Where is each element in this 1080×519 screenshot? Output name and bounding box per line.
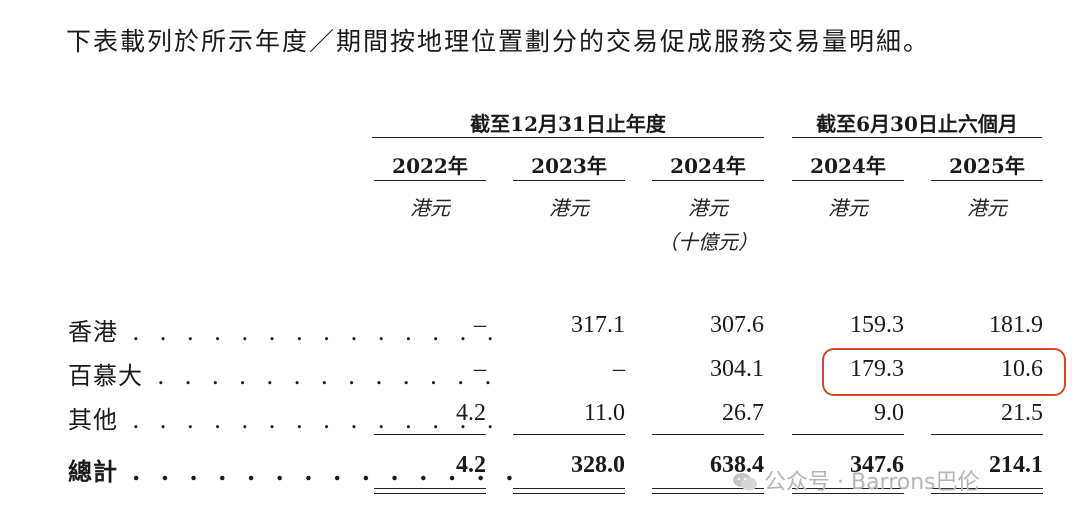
table-cell: – [613, 356, 625, 382]
unit-label: 港元 [410, 196, 450, 220]
leader-dots: . . . . . . . . . . . . . . [132, 406, 500, 434]
group-header-interim: 截至6月30日止六個月 [816, 112, 1018, 136]
total-rule [652, 488, 764, 489]
unit-label: 港元 [967, 196, 1007, 220]
table-cell: 304.1 [710, 356, 764, 382]
leader-dots: . . . . . . . . . . . . . . [132, 318, 500, 346]
leader-dots: . . . . . . . . . . . . . [157, 362, 498, 390]
row-label-hong-kong: 香港 . . . . . . . . . . . . . . [68, 312, 500, 347]
year-header: 2024年 [810, 154, 886, 178]
year-rule [792, 180, 904, 181]
row-label-text: 香港 [68, 318, 118, 346]
table-cell: 179.3 [850, 356, 904, 382]
total-rule [652, 493, 764, 494]
subtotal-rule [792, 434, 904, 435]
table-cell-total: 328.0 [571, 452, 625, 478]
year-header: 2024年 [670, 154, 746, 178]
row-label-text: 總計 [68, 457, 118, 486]
table-cell-total: 347.6 [850, 452, 904, 478]
total-rule [792, 493, 904, 494]
table-cell: 21.5 [1001, 400, 1043, 426]
table-cell: 10.6 [1001, 356, 1043, 382]
year-header: 2023年 [531, 154, 607, 178]
subtotal-rule [931, 434, 1043, 435]
table-cell: 26.7 [722, 400, 764, 426]
subtotal-rule [513, 434, 625, 435]
highlight-box [822, 348, 1066, 396]
table-cell: – [474, 356, 486, 382]
group-rule-annual [372, 137, 764, 138]
year-header: 2025年 [949, 154, 1025, 178]
group-header-annual: 截至12月31日止年度 [470, 112, 666, 136]
year-rule [374, 180, 486, 181]
total-rule [931, 488, 1043, 489]
total-rule [374, 493, 486, 494]
row-label-total: 總計 . . . . . . . . . . . . . . [68, 452, 520, 487]
total-rule [374, 488, 486, 489]
subtotal-rule [652, 434, 764, 435]
total-rule [513, 493, 625, 494]
year-rule [931, 180, 1043, 181]
year-rule [652, 180, 764, 181]
table-cell: 4.2 [456, 400, 486, 426]
row-label-others: 其他 . . . . . . . . . . . . . . [68, 400, 500, 435]
table-cell: 11.0 [583, 400, 625, 426]
subtotal-rule [374, 434, 486, 435]
unit-label: 港元 [688, 196, 728, 220]
year-header: 2022年 [392, 154, 468, 178]
table-cell: 307.6 [710, 312, 764, 338]
wechat-icon [733, 473, 757, 491]
unit-label: 港元 [828, 196, 868, 220]
leader-dots: . . . . . . . . . . . . . . [132, 457, 520, 486]
row-label-bermuda: 百慕大 . . . . . . . . . . . . . [68, 356, 498, 391]
table-cell: 181.9 [989, 312, 1043, 338]
table-cell: – [474, 312, 486, 338]
watermark: 公众号 · Barrons巴伦 [732, 464, 980, 496]
table-cell: 9.0 [874, 400, 904, 426]
table-cell-total: 4.2 [456, 452, 486, 478]
table-cell: 317.1 [571, 312, 625, 338]
table-cell: 159.3 [850, 312, 904, 338]
group-rule-interim [792, 137, 1042, 138]
total-rule [931, 493, 1043, 494]
intro-text: 下表載列於所示年度／期間按地理位置劃分的交易促成服務交易量明細。 [66, 27, 931, 56]
unit-note: （十億元） [658, 230, 758, 254]
watermark-text: 公众号 · Barrons巴伦 [764, 470, 980, 495]
total-rule [513, 488, 625, 489]
table-cell-total: 638.4 [710, 452, 764, 478]
unit-label: 港元 [549, 196, 589, 220]
total-rule [792, 488, 904, 489]
row-label-text: 百慕大 [68, 362, 143, 390]
table-cell-total: 214.1 [989, 452, 1043, 478]
row-label-text: 其他 [68, 406, 118, 434]
year-rule [513, 180, 625, 181]
